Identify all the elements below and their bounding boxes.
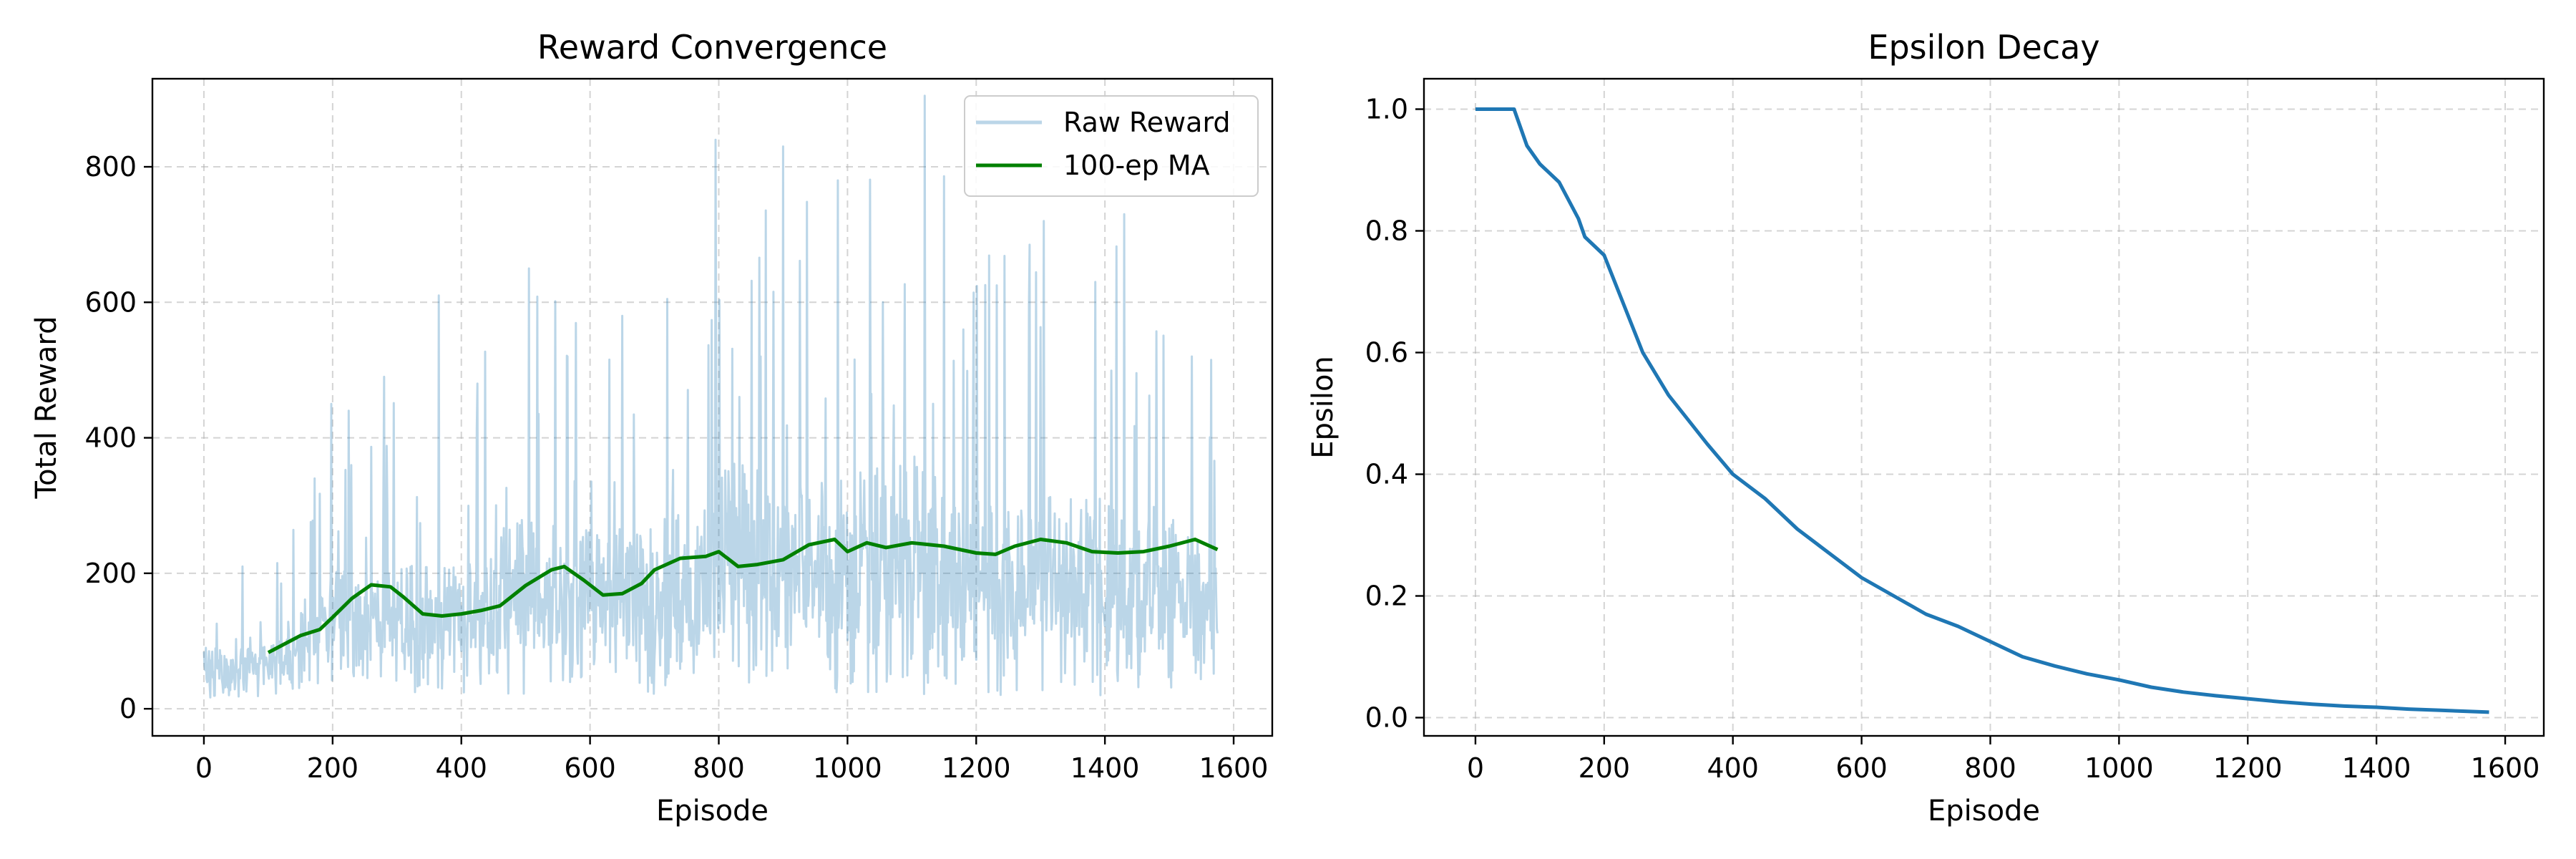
legend-ma-label: 100-ep MA: [1063, 150, 1210, 181]
epsilon-panel: 0 200 400 600 800 1000 1200 1400 1600 0.0 0.2 0.4 0.…: [1307, 28, 2545, 828]
reward-legend: Raw Reward 100-ep MA: [964, 95, 1259, 197]
epsilon-y-tick-label: 0.8: [1365, 215, 1408, 247]
reward-x-tick-label: 400: [435, 752, 487, 784]
legend-raw-reward-label: Raw Reward: [1063, 107, 1231, 138]
epsilon-series-line-0: [1475, 107, 2489, 714]
reward-x-tick-label: 1600: [1199, 752, 1269, 784]
reward-x-tick-label: 600: [564, 752, 616, 784]
epsilon-x-tick-label: 1400: [2342, 752, 2411, 784]
reward-y-tick-label: 0: [119, 693, 137, 724]
reward-series-line-1: [267, 538, 1219, 654]
reward-x-tick-label: 0: [195, 752, 213, 784]
reward-x-tick-label: 1400: [1070, 752, 1140, 784]
epsilon-x-axis-label: Episode: [1928, 795, 2040, 828]
legend-frame: [964, 95, 1259, 197]
epsilon-y-tick-label: 0.2: [1365, 581, 1408, 612]
reward-panel: 0 200 400 600 800 1000 1200 1400 1600 0 200 400 600 8…: [30, 28, 1274, 828]
epsilon-plot-frame: [1423, 77, 2545, 737]
epsilon-chart-title: Epsilon Decay: [1868, 28, 2099, 67]
reward-plot-frame: [151, 77, 1274, 737]
epsilon-y-axis-label: Epsilon: [1307, 356, 1340, 459]
reward-y-tick-label: 800: [84, 151, 137, 183]
reward-x-tick-label: 1000: [813, 752, 882, 784]
epsilon-y-tick-label: 0.4: [1365, 459, 1408, 490]
reward-y-tick-label: 200: [84, 558, 137, 589]
epsilon-x-tick-label: 800: [1964, 752, 2016, 784]
epsilon-x-tick-label: 400: [1707, 752, 1759, 784]
epsilon-x-tick-label: 1600: [2471, 752, 2540, 784]
epsilon-y-tick-label: 0.0: [1365, 702, 1408, 734]
epsilon-x-tick-label: 0: [1467, 752, 1484, 784]
reward-y-tick-label: 600: [84, 286, 137, 318]
reward-x-axis-label: Episode: [656, 795, 769, 828]
epsilon-y-tick-label: 0.6: [1365, 337, 1408, 369]
epsilon-y-tick-label: 1.0: [1365, 94, 1408, 125]
epsilon-x-tick-label: 600: [1835, 752, 1888, 784]
reward-x-tick-label: 1200: [942, 752, 1011, 784]
epsilon-x-tick-label: 200: [1579, 752, 1631, 784]
reward-x-tick-label: 800: [693, 752, 745, 784]
epsilon-x-tick-label: 1000: [2084, 752, 2154, 784]
reward-y-tick-label: 400: [84, 422, 137, 454]
reward-y-axis-label: Total Reward: [30, 316, 63, 499]
epsilon-x-tick-label: 1200: [2213, 752, 2283, 784]
reward-chart-title: Reward Convergence: [537, 28, 887, 67]
reward-series-line-0: [203, 94, 1219, 699]
reward-x-tick-label: 200: [307, 752, 359, 784]
